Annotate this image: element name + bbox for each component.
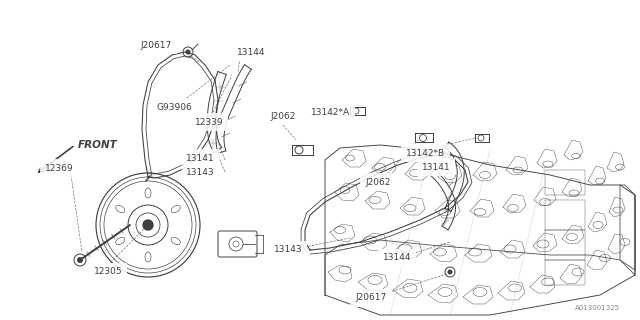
- Text: 13141: 13141: [422, 163, 451, 172]
- Text: 13144: 13144: [237, 47, 266, 57]
- Circle shape: [143, 220, 153, 230]
- Text: J20617: J20617: [355, 293, 387, 302]
- Text: 12305: 12305: [93, 268, 122, 276]
- Text: 12339: 12339: [195, 117, 223, 126]
- Circle shape: [77, 257, 83, 263]
- Text: 12369: 12369: [45, 164, 74, 172]
- Circle shape: [447, 269, 452, 275]
- Text: J2062: J2062: [270, 111, 296, 121]
- Text: 13142*B: 13142*B: [406, 148, 445, 157]
- Text: J20617: J20617: [141, 41, 172, 50]
- Text: G93906: G93906: [156, 102, 192, 111]
- Text: 13141: 13141: [186, 154, 215, 163]
- Text: FRONT: FRONT: [78, 140, 118, 150]
- Text: 13143: 13143: [274, 245, 303, 254]
- Text: 13143: 13143: [186, 167, 215, 177]
- Text: 13144: 13144: [383, 253, 412, 262]
- Text: J2062: J2062: [365, 178, 390, 187]
- Text: 13142*A: 13142*A: [311, 108, 350, 116]
- Text: A013001325: A013001325: [575, 305, 620, 311]
- Circle shape: [186, 50, 191, 54]
